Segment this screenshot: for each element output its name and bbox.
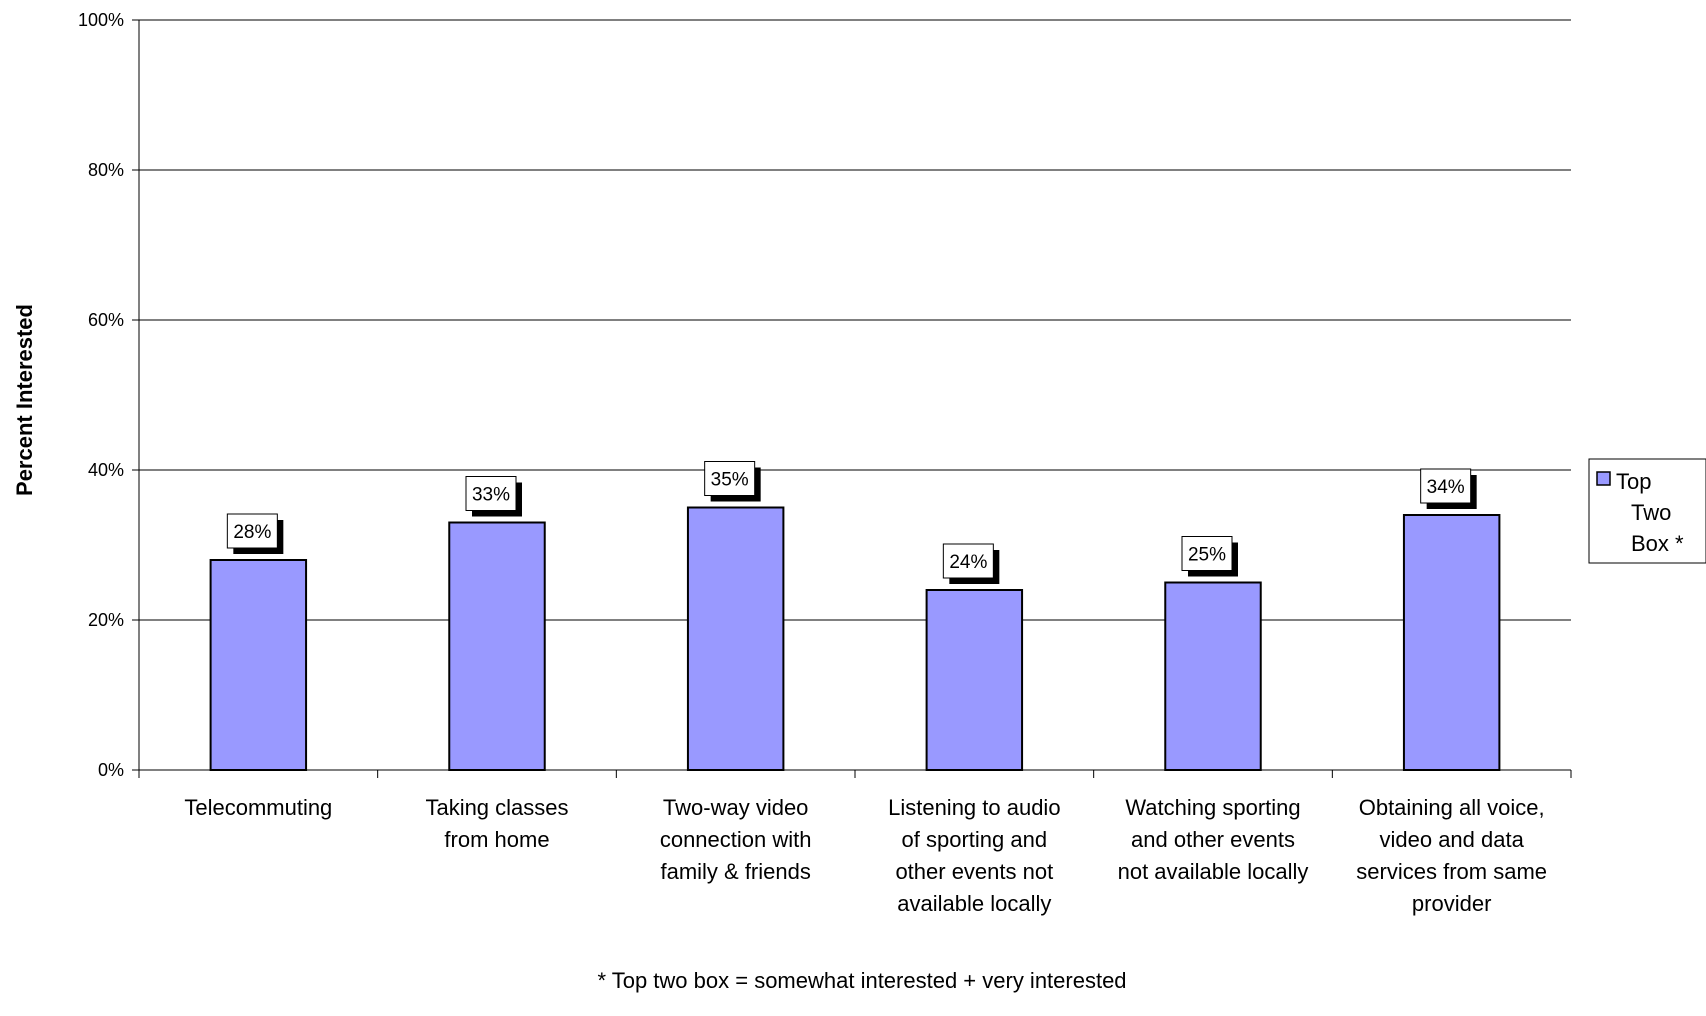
x-category-label-line: video and data bbox=[1379, 827, 1524, 852]
x-category-label-line: Obtaining all voice, bbox=[1359, 795, 1545, 820]
y-tick-label: 40% bbox=[88, 460, 124, 480]
data-label-box bbox=[1420, 468, 1472, 504]
x-category-label: Telecommuting bbox=[184, 795, 332, 820]
gridlines bbox=[139, 19, 1571, 621]
data-label-box bbox=[942, 543, 994, 579]
x-category-label-line: from home bbox=[444, 827, 549, 852]
x-category-label-line: of sporting and bbox=[902, 827, 1048, 852]
x-category-label: Taking classes from home bbox=[425, 795, 568, 852]
data-label: 28% bbox=[233, 522, 271, 543]
bar bbox=[448, 521, 546, 771]
x-category-labels: Telecommuting Taking classes from home Two-… bbox=[184, 795, 1547, 916]
x-category-label-line: available locally bbox=[897, 891, 1051, 916]
y-tick-label: 20% bbox=[88, 610, 124, 630]
legend: Top Two Box * bbox=[1588, 458, 1706, 564]
axes bbox=[132, 19, 1572, 778]
data-label-box bbox=[465, 476, 517, 511]
data-label-box bbox=[704, 461, 756, 496]
data-labels: 28% 33% 35% 24% 25% 34% bbox=[226, 461, 1477, 584]
x-category-label: Watching sporting and other events not ava… bbox=[1118, 795, 1309, 884]
bar bbox=[686, 506, 785, 771]
y-tick-label: 0% bbox=[98, 760, 124, 780]
bar bbox=[1402, 514, 1501, 771]
data-label-box bbox=[226, 513, 278, 549]
data-label: 24% bbox=[949, 552, 987, 573]
x-category-label-line: Watching sporting bbox=[1125, 795, 1300, 820]
x-category-label-line: Telecommuting bbox=[184, 795, 332, 820]
bar bbox=[209, 559, 308, 771]
x-category-label: Obtaining all voice, video and data servic… bbox=[1356, 795, 1547, 916]
x-category-label-line: services from same bbox=[1356, 859, 1547, 884]
x-category-label-line: provider bbox=[1412, 891, 1491, 916]
y-tick-label: 100% bbox=[78, 10, 124, 30]
footnote: * Top two box = somewhat interested + ve… bbox=[597, 968, 1126, 993]
x-category-label-line: family & friends bbox=[660, 859, 810, 884]
y-axis-title: Percent Interested bbox=[12, 304, 37, 496]
x-category-label-line: connection with bbox=[660, 827, 812, 852]
x-category-label-line: other events not bbox=[895, 859, 1053, 884]
x-category-label-line: and other events bbox=[1131, 827, 1295, 852]
data-label: 25% bbox=[1188, 545, 1226, 566]
x-category-label-line: Two-way video bbox=[663, 795, 809, 820]
legend-label-line: Two bbox=[1631, 500, 1671, 525]
legend-label-line: Top bbox=[1616, 469, 1651, 494]
bar bbox=[1164, 581, 1262, 771]
x-category-label-line: Listening to audio bbox=[888, 795, 1060, 820]
x-category-label-line: Taking classes bbox=[425, 795, 568, 820]
legend-label-line: Box * bbox=[1631, 531, 1684, 556]
data-label: 35% bbox=[711, 470, 749, 491]
x-category-label: Listening to audio of sporting and other e… bbox=[888, 795, 1060, 916]
y-tick-label: 80% bbox=[88, 160, 124, 180]
data-label: 33% bbox=[472, 485, 510, 506]
y-tick-labels: 0% 20% 40% 60% 80% 100% bbox=[78, 10, 124, 780]
data-label-box bbox=[1181, 536, 1233, 571]
x-category-label: Two-way video connection with family & fri… bbox=[660, 795, 812, 884]
legend-label: Top Two Box * bbox=[1616, 469, 1684, 556]
data-label: 34% bbox=[1427, 477, 1465, 498]
bar bbox=[925, 589, 1024, 771]
bars bbox=[209, 506, 1501, 771]
legend-swatch bbox=[1596, 471, 1611, 486]
y-tick-label: 60% bbox=[88, 310, 124, 330]
x-category-label-line: not available locally bbox=[1118, 859, 1309, 884]
